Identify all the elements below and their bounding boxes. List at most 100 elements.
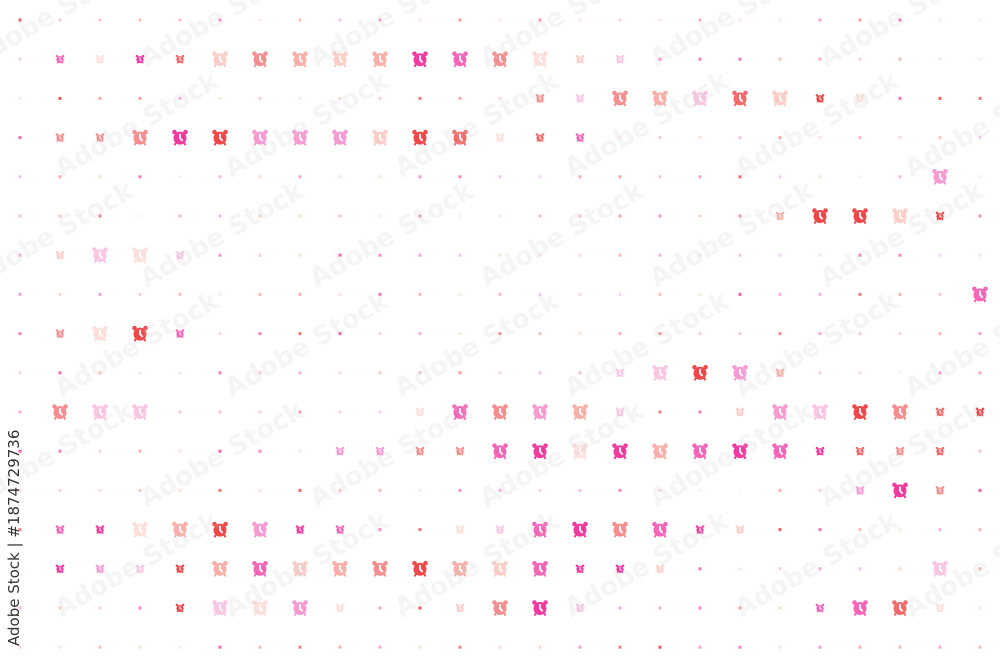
dot [58,292,62,296]
dot [18,175,22,179]
dot [18,96,22,100]
dot [538,645,542,649]
dot [898,645,902,649]
alarm-clock-icon [95,525,105,535]
dot [498,214,502,218]
dot [98,214,102,218]
dot [978,488,982,492]
dot [698,136,702,140]
dot [978,57,982,61]
alarm-clock-icon [615,407,625,417]
dot [818,488,822,492]
alarm-clock-icon [972,286,988,303]
dot [618,645,622,649]
dot [778,645,782,649]
dot [58,645,62,649]
alarm-clock-icon [652,365,668,381]
dot [618,332,622,336]
dot [458,96,462,100]
alarm-clock-icon [92,247,108,264]
dot [338,488,342,492]
alarm-clock-icon [452,561,468,577]
alarm-clock-icon [575,564,585,574]
dot [778,528,782,532]
dot [378,528,382,532]
dot [578,488,582,492]
dot [618,292,622,296]
dot [538,371,542,375]
dot [698,645,702,649]
alarm-clock-icon [535,94,545,103]
alarm-clock-icon [692,443,708,460]
alarm-clock-icon [575,133,585,143]
alarm-clock-icon [655,564,665,574]
dot [898,57,902,61]
dot [578,253,582,257]
alarm-clock-icon [615,368,625,378]
dot [498,488,502,492]
credit-separator: | [5,542,23,548]
dot [658,292,662,296]
dot [698,214,702,218]
alarm-clock-icon [852,600,868,617]
dot [778,606,782,610]
dot [818,645,822,649]
dot [298,18,302,22]
dot [418,214,422,218]
dot [98,292,102,296]
dot [778,136,782,140]
alarm-clock-icon [775,211,785,221]
dot [818,18,822,22]
dot [378,253,382,257]
alarm-clock-icon [572,404,588,421]
dot [698,175,702,179]
dot [738,488,742,492]
dot [298,449,302,453]
dot [18,410,22,414]
dot [218,645,222,649]
dot [18,606,22,610]
dot [978,214,982,218]
dot [938,136,942,140]
alarm-clock-icon [615,564,625,574]
dot [178,214,182,218]
alarm-clock-icon [212,521,228,538]
dot [738,567,742,571]
dot [298,371,302,375]
dot [138,214,142,218]
alarm-clock-icon [295,525,305,535]
dot [18,567,22,571]
alarm-clock-icon [532,561,548,577]
dot [58,449,62,453]
alarm-clock-icon [372,129,388,146]
alarm-clock-icon [492,404,508,421]
alarm-clock-icon [855,486,865,495]
dot [738,175,742,179]
alarm-clock-icon [895,446,905,456]
stock-credit: Adobe Stock | #1874729736 [5,430,23,646]
dot [978,136,982,140]
dot [738,606,742,610]
alarm-clock-icon [132,247,148,264]
dot [98,175,102,179]
dot [338,253,342,257]
dot [338,214,342,218]
alarm-clock-icon [55,525,65,535]
alarm-clock-icon [212,51,228,68]
dot [818,136,822,140]
alarm-clock-icon [772,443,788,460]
dot [338,371,342,375]
dot [138,645,142,649]
dot [98,371,102,375]
dot [978,528,982,532]
alarm-clock-icon [55,250,65,260]
dot [538,488,542,492]
alarm-clock-icon [292,129,308,146]
dot [258,410,262,414]
alarm-clock-icon [532,600,548,617]
dot [498,96,502,100]
alarm-clock-icon [132,404,148,421]
alarm-clock-icon [55,54,65,64]
alarm-clock-icon [892,482,908,499]
